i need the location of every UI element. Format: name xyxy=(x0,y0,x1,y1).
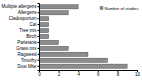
tick: 2 xyxy=(58,70,61,77)
tick: Timothy xyxy=(21,58,39,63)
tick: 4 xyxy=(77,70,80,77)
legend-label: Number of studies xyxy=(105,6,139,11)
tick: Ragweed xyxy=(17,52,39,57)
axis-line xyxy=(40,71,138,73)
axis-line xyxy=(38,4,40,71)
legend-swatch xyxy=(100,7,103,10)
tick-mark xyxy=(38,48,40,49)
legend: Number of studies xyxy=(100,6,138,11)
bar xyxy=(39,34,49,38)
tick-mark xyxy=(38,24,40,25)
tick: Cladosporium xyxy=(9,16,39,21)
tick-mark xyxy=(38,12,40,13)
tick-mark xyxy=(38,30,40,31)
tick-label: Cat xyxy=(29,22,37,27)
tick-label: Grass mix xyxy=(16,46,37,51)
tick: Cat xyxy=(29,22,39,27)
tick-label: 4 xyxy=(77,72,80,77)
tick-label: Birch xyxy=(26,34,37,39)
tick-mark xyxy=(38,18,40,19)
tick-mark xyxy=(38,36,40,37)
bar xyxy=(39,4,78,8)
tick-mark xyxy=(38,42,40,43)
tick-label: Multiple allergens xyxy=(1,4,37,9)
tick-label: Parietaria xyxy=(17,40,37,45)
tick: Allergens xyxy=(18,10,39,15)
tick-mark xyxy=(38,66,40,67)
bar xyxy=(39,58,108,62)
y-axis: Multiple allergensAllergensCladosporiumC… xyxy=(1,4,39,71)
bar xyxy=(39,46,68,50)
tick: 0 xyxy=(38,70,41,77)
tick-label: 2 xyxy=(58,72,61,77)
tick: Parietaria xyxy=(17,40,39,45)
tick: 10 xyxy=(135,70,141,77)
tick-label: Cladosporium xyxy=(9,16,37,21)
plot: 0 2 4 6 8 10 Multiple allergensAllergensClados… xyxy=(1,4,140,78)
tick-label: Dust Mite xyxy=(17,64,37,69)
bars xyxy=(39,4,127,68)
tick: 6 xyxy=(97,70,100,77)
tick-label: 6 xyxy=(97,72,100,77)
tick-label: Tree mix xyxy=(19,28,37,33)
tick-label: 10 xyxy=(135,72,141,77)
bar xyxy=(39,28,49,32)
bar xyxy=(39,22,49,26)
tick-label: Timothy xyxy=(21,58,38,63)
chart: 0 2 4 6 8 10 Multiple allergensAllergensClados… xyxy=(0,0,142,80)
bar xyxy=(39,16,49,20)
bar xyxy=(39,52,88,56)
tick: Dust Mite xyxy=(17,64,39,69)
tick-mark xyxy=(38,60,40,61)
tick-mark xyxy=(38,54,40,55)
tick-mark xyxy=(38,6,40,7)
tick-label: Allergens xyxy=(18,10,38,15)
bar xyxy=(39,40,59,44)
tick: Birch xyxy=(26,34,39,39)
bar xyxy=(39,64,127,68)
tick: 8 xyxy=(117,70,120,77)
tick: Multiple allergens xyxy=(1,4,39,9)
tick: Tree mix xyxy=(19,28,39,33)
x-axis: 0 2 4 6 8 10 xyxy=(38,70,140,77)
tick-label: 0 xyxy=(38,72,41,77)
tick-label: 8 xyxy=(117,72,120,77)
tick-label: Ragweed xyxy=(17,52,37,57)
bar xyxy=(39,10,68,14)
tick: Grass mix xyxy=(16,46,39,51)
